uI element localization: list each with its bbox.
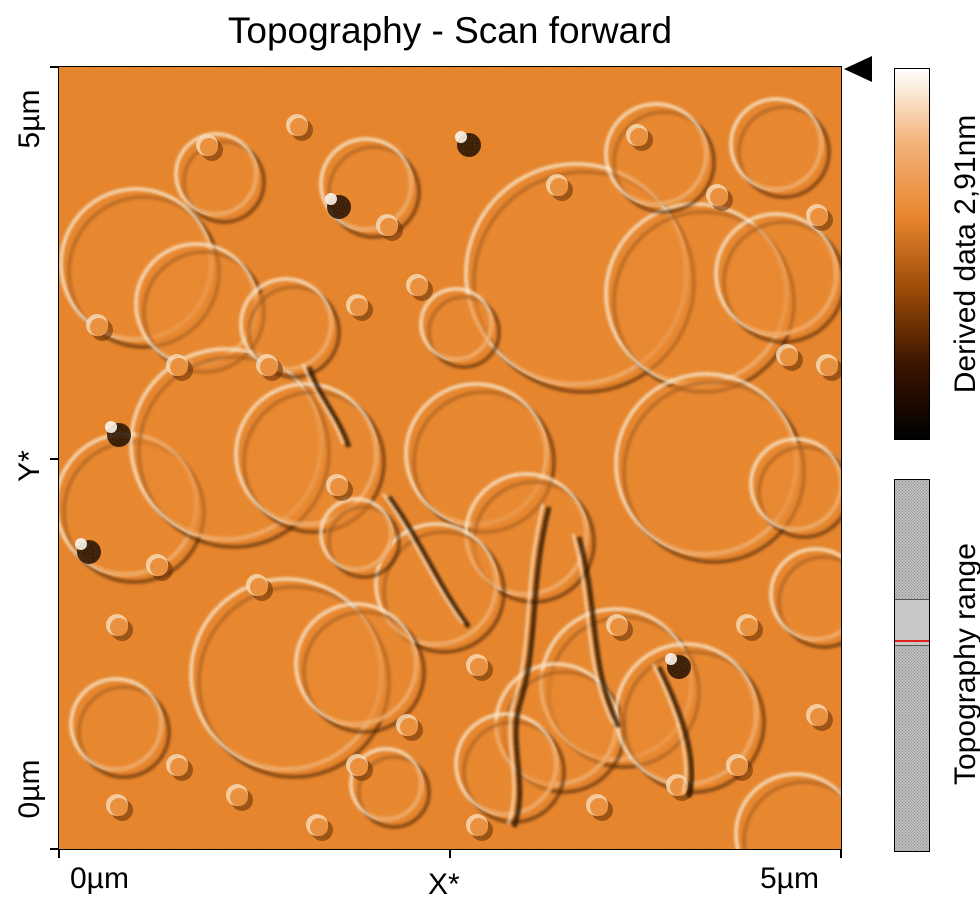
x-tick-mark-5 bbox=[840, 850, 842, 858]
x-tick-label-5: 5µm bbox=[760, 862, 819, 895]
topography-range-label: Topography range bbox=[949, 543, 980, 785]
y-tick-mark-0 bbox=[50, 848, 58, 850]
x-tick-mark-mid bbox=[449, 850, 451, 858]
range-window[interactable] bbox=[895, 599, 929, 646]
y-tick-label-0: 0µm bbox=[13, 759, 46, 819]
scan-line-pointer-icon bbox=[844, 56, 872, 82]
colorbar-label: Derived data 2,91nm bbox=[949, 114, 980, 394]
afm-image[interactable] bbox=[58, 66, 842, 850]
y-axis-label: Y* bbox=[13, 450, 46, 482]
afm-image-svg bbox=[59, 67, 841, 849]
y-tick-mark-mid bbox=[50, 458, 58, 460]
x-tick-mark-0 bbox=[58, 850, 60, 858]
x-axis-label: X* bbox=[428, 868, 460, 901]
x-tick-label-0: 0µm bbox=[70, 862, 129, 895]
chart-title: Topography - Scan forward bbox=[227, 10, 673, 51]
afm-noise bbox=[59, 67, 841, 849]
y-tick-label-5: 5µm bbox=[13, 89, 46, 149]
range-marker bbox=[895, 640, 929, 642]
y-tick-mark-5 bbox=[50, 66, 58, 68]
colorbar bbox=[894, 68, 930, 440]
topography-range-bar[interactable] bbox=[894, 479, 930, 852]
